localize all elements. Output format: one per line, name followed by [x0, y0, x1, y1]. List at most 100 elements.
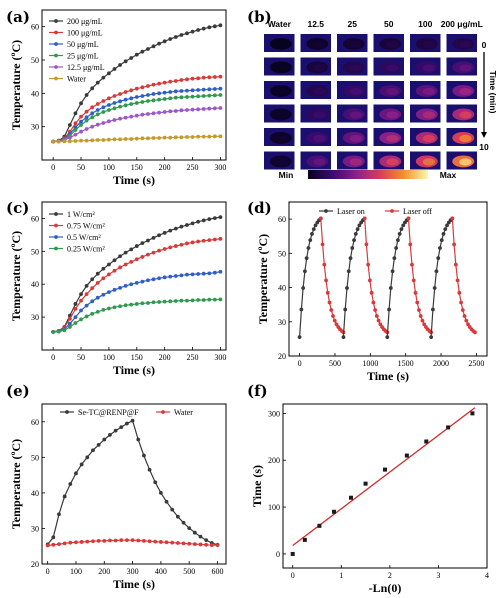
data-point [173, 79, 178, 83]
data-point [179, 273, 184, 278]
data-point [90, 105, 95, 110]
x-tick-label: 0 [291, 571, 295, 580]
column-label: 12.5 [307, 19, 324, 29]
cell-hotspot [422, 111, 436, 119]
data-point [411, 278, 416, 283]
data-point [73, 121, 78, 126]
data-point [445, 223, 449, 228]
data-point [158, 490, 163, 495]
data-point [212, 237, 217, 242]
thermal-image-cell [264, 128, 295, 146]
data-point [112, 258, 117, 263]
thermal-image-cell [410, 81, 441, 99]
x-tick-label: 50 [77, 353, 85, 362]
thermal-image-cell [337, 81, 368, 99]
legend-marker [324, 209, 328, 213]
data-point [218, 269, 223, 274]
cell-hotspot [276, 64, 290, 72]
x-tick-label: 50 [77, 163, 85, 172]
data-point [410, 262, 414, 267]
data-point [158, 540, 163, 544]
data-point [190, 76, 195, 81]
data-point [123, 97, 128, 102]
data-point [90, 115, 95, 120]
laser-on-segment [386, 217, 409, 338]
data-point [325, 290, 330, 295]
data-point [118, 63, 122, 67]
data-point [108, 433, 112, 437]
data-point [212, 216, 217, 221]
data-point [129, 282, 134, 287]
legend-marker [161, 410, 165, 414]
x-axis-label: Time (s) [367, 369, 409, 383]
data-point [118, 92, 122, 96]
data-point [107, 290, 111, 295]
data-point [151, 277, 156, 282]
data-point [212, 87, 217, 91]
data-point [151, 44, 156, 49]
data-point [320, 242, 325, 247]
chart-d-laser-cycles: 0 500 1000 1500 2000 2500 20 30 40 50 60 Time (s) Te… [256, 201, 488, 383]
data-point [102, 538, 107, 543]
data-point [51, 330, 56, 334]
thermal-image-cell [410, 128, 441, 146]
x-tick-label: 250 [187, 353, 199, 362]
data-point [118, 104, 122, 109]
data-point [123, 137, 128, 141]
data-point [207, 271, 212, 276]
data-point [151, 250, 156, 255]
chart-e-heating-cooling: 0 100 200 300 400 500 600 20 30 40 50 60 Time (s) Tem… [9, 403, 227, 591]
y-tick-label: 60 [31, 418, 39, 427]
data-point [367, 278, 372, 283]
plot-frame [282, 403, 488, 569]
data-point [212, 270, 217, 275]
data-point [112, 118, 117, 122]
data-point [107, 96, 111, 101]
y-tick-label: 30 [278, 318, 286, 327]
data-point [201, 134, 206, 139]
data-point [157, 136, 161, 140]
data-point [473, 330, 477, 335]
data-point [404, 453, 409, 458]
thermal-image-cell [410, 104, 441, 123]
thermal-image-cell [446, 128, 477, 146]
data-point [346, 269, 351, 274]
data-point [140, 241, 145, 246]
data-point [91, 539, 95, 544]
legend-marker [54, 42, 58, 46]
thermal-image-cell [446, 57, 477, 76]
data-point [352, 238, 356, 242]
data-point [185, 108, 189, 112]
data-point [118, 254, 122, 259]
data-point [162, 80, 167, 85]
data-point [123, 59, 128, 64]
time-axis-label: Time (min) [488, 71, 498, 114]
data-point [107, 272, 111, 277]
data-point [466, 322, 470, 327]
data-point [95, 80, 100, 85]
thermal-image-cell [337, 57, 368, 76]
data-point [146, 84, 150, 88]
data-point [388, 286, 393, 290]
data-point [185, 223, 189, 227]
data-point [107, 137, 111, 142]
thermal-image-cell [300, 128, 331, 146]
x-tick-label: 100 [103, 163, 115, 172]
data-point [157, 248, 161, 253]
x-tick-label: 300 [127, 567, 139, 576]
data-point [157, 276, 161, 281]
data-point [218, 93, 223, 97]
legend-label: 200 μg/mL [67, 17, 103, 26]
cell-hotspot [313, 134, 326, 143]
data-point [450, 216, 455, 221]
data-point [366, 262, 371, 267]
cell-hotspot [313, 40, 326, 49]
data-point [190, 107, 195, 112]
x-tick-label: 1500 [398, 359, 414, 368]
data-point [67, 321, 72, 326]
data-point [201, 94, 206, 98]
data-point [151, 300, 156, 305]
data-point [73, 321, 78, 325]
data-point [157, 41, 161, 46]
data-point [207, 106, 212, 111]
